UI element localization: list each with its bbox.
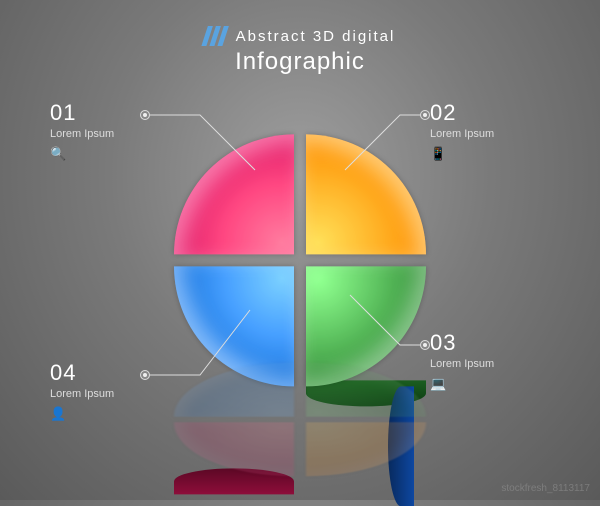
callout-02: 02 Lorem Ipsum 📱 bbox=[430, 100, 570, 162]
title-block: Abstract 3D digital Infographic bbox=[205, 26, 396, 76]
pie-chart bbox=[170, 130, 430, 390]
callout-01: 01 Lorem Ipsum 🔍 bbox=[50, 100, 190, 162]
slice-2 bbox=[306, 134, 426, 254]
callout-01-number: 01 bbox=[50, 100, 190, 126]
callout-03-number: 03 bbox=[430, 330, 570, 356]
callout-02-label: Lorem Ipsum bbox=[430, 128, 570, 140]
connector-dot-3 bbox=[420, 340, 430, 350]
slice-1 bbox=[174, 134, 294, 254]
person-icon: 👤 bbox=[50, 406, 190, 422]
callout-03-label: Lorem Ipsum bbox=[430, 358, 570, 370]
title-text-1: Abstract 3D digital bbox=[236, 28, 396, 45]
callout-01-label: Lorem Ipsum bbox=[50, 128, 190, 140]
callout-03: 03 Lorem Ipsum 💻 bbox=[430, 330, 570, 392]
callout-04-label: Lorem Ipsum bbox=[50, 388, 190, 400]
title-line-1: Abstract 3D digital bbox=[205, 26, 396, 46]
pie-reflection bbox=[170, 384, 430, 447]
callout-04: 04 Lorem Ipsum 👤 bbox=[50, 360, 190, 422]
title-bars-icon bbox=[201, 26, 228, 46]
callout-02-number: 02 bbox=[430, 100, 570, 126]
magnifier-icon: 🔍 bbox=[50, 146, 190, 162]
connector-dot-2 bbox=[420, 110, 430, 120]
title-text-2: Infographic bbox=[205, 48, 396, 76]
laptop-icon: 💻 bbox=[430, 376, 570, 392]
phone-icon: 📱 bbox=[430, 146, 570, 162]
callout-04-number: 04 bbox=[50, 360, 190, 386]
watermark: stockfresh_8113117 bbox=[501, 483, 590, 494]
